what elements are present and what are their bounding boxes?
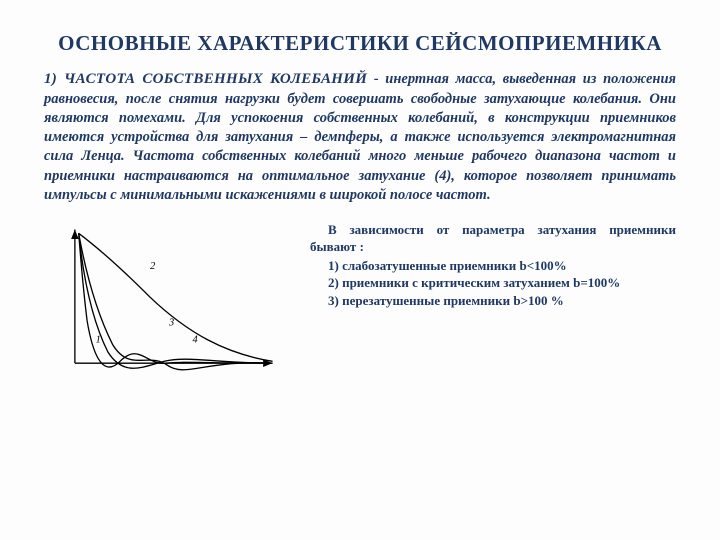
svg-text:2: 2 [150, 261, 155, 272]
body-paragraph: 1) ЧАСТОТА СОБСТВЕННЫХ КОЛЕБАНИЙ - инерт… [44, 70, 676, 205]
classification-intro: В зависимости от параметра затухания при… [310, 221, 676, 256]
section-lead: 1) ЧАСТОТА СОБСТВЕННЫХ КОЛЕБАНИЙ [44, 71, 367, 87]
damping-chart-svg: 1 2 3 4 [49, 222, 289, 382]
svg-text:4: 4 [193, 334, 198, 345]
damping-chart: 1 2 3 4 [44, 217, 294, 387]
lower-row: 1 2 3 4 В зависимости от параметра затухани… [44, 217, 676, 387]
classification-item: 1) слабозатушенные приемники b<100% [310, 257, 676, 275]
slide: ОСНОВНЫЕ ХАРАКТЕРИСТИКИ СЕЙСМОПРИЕМНИКА … [0, 0, 720, 540]
svg-text:1: 1 [96, 334, 101, 345]
classification-block: В зависимости от параметра затухания при… [310, 217, 676, 387]
slide-title: ОСНОВНЫЕ ХАРАКТЕРИСТИКИ СЕЙСМОПРИЕМНИКА [44, 30, 676, 56]
classification-item: 2) приемники с критическим затуханием b=… [310, 274, 676, 292]
svg-text:3: 3 [168, 317, 174, 328]
classification-item: 3) перезатушенные приемники b>100 % [310, 292, 676, 310]
body-sep: - [367, 71, 385, 87]
body-main: инертная масса, выведенная из положения … [44, 71, 676, 202]
